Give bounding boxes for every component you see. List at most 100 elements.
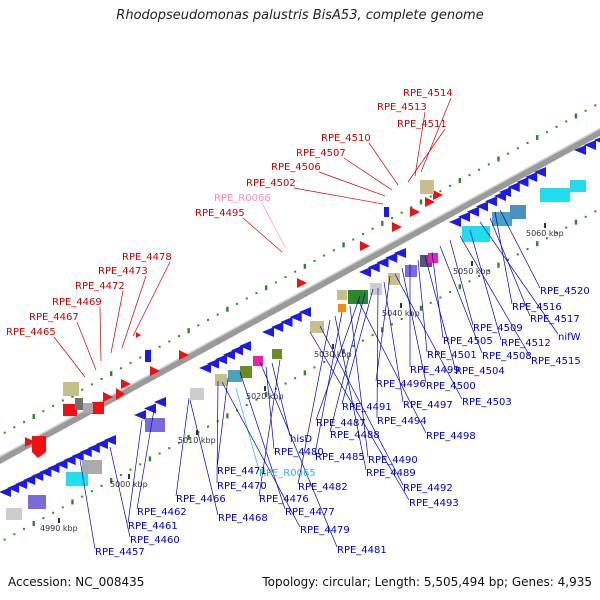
reverse-leader	[489, 217, 531, 317]
gc-dot-inner	[313, 366, 316, 369]
forward-leader	[242, 217, 283, 253]
forward-leader	[99, 306, 102, 362]
reverse-leader	[314, 311, 343, 455]
gc-dot-inner	[536, 241, 539, 247]
forward-gene-label: RPE_4465	[6, 327, 56, 338]
gc-dot-outer	[139, 356, 142, 359]
reverse-gene-label: RPE_4488	[330, 430, 380, 441]
gc-dot-outer	[264, 285, 268, 291]
gc-dot-outer	[236, 302, 239, 305]
gc-dot-outer	[332, 249, 335, 252]
forward-leader	[132, 261, 171, 337]
kbp-tick	[544, 223, 546, 228]
gc-dot-outer	[410, 206, 413, 209]
reverse-leader	[401, 267, 427, 384]
gc-dot-inner	[352, 344, 355, 347]
gene-box	[420, 180, 434, 194]
reverse-gene-label: RPE_4491	[342, 402, 392, 413]
gc-dot-inner	[81, 495, 84, 498]
gc-dot-inner	[148, 456, 152, 462]
gc-dot-inner	[439, 296, 442, 299]
gc-dot-inner	[555, 231, 558, 234]
gc-dot-outer	[478, 168, 481, 171]
reverse-gene-label: RPE_4493	[409, 498, 459, 509]
forward-leader	[53, 336, 86, 378]
gc-dot-outer	[536, 135, 539, 141]
gc-dot-outer	[274, 281, 277, 284]
reverse-gene-label: RPE_4489	[366, 468, 416, 479]
gc-dot-outer	[555, 125, 558, 128]
kbp-tick-label: 5060 kbp	[526, 229, 564, 238]
gc-dot-outer	[468, 174, 471, 177]
gc-dot-outer	[109, 371, 113, 377]
forward-gene-label: RPE_R0066	[214, 193, 271, 204]
reverse-gene-label: RPE_4461	[128, 521, 178, 532]
reverse-gene	[359, 267, 371, 277]
gene-box	[338, 304, 346, 312]
gc-dot-outer	[129, 361, 132, 364]
reverse-gene-label: RPE_4479	[300, 525, 350, 536]
forward-gene	[360, 241, 370, 251]
gc-dot-inner	[323, 361, 326, 364]
reverse-leader	[309, 331, 410, 501]
reverse-leader	[394, 273, 463, 400]
forward-gene-label: RPE_4513	[377, 102, 427, 113]
gene-box	[388, 273, 400, 285]
reverse-gene-label: RPE_4470	[217, 481, 267, 492]
forward-gene-label: RPE_4511	[397, 119, 447, 130]
reverse-gene	[485, 196, 497, 207]
reverse-gene-label: RPE_4499	[410, 365, 460, 376]
reverse-gene-label: RPE_4477	[285, 507, 335, 518]
reverse-gene-label: RPE_4457	[95, 547, 145, 558]
gc-dot-inner	[468, 280, 471, 283]
gc-dot-outer	[497, 156, 500, 162]
reverse-gene	[525, 172, 538, 182]
gc-dot-outer	[313, 259, 316, 262]
gc-dot-inner	[487, 269, 490, 272]
gc-dot-inner	[207, 425, 210, 428]
gc-dot-inner	[516, 253, 519, 256]
accession-text: Accession: NC_008435	[8, 575, 145, 589]
gc-dot-inner	[294, 377, 297, 380]
reverse-gene-label: RPE_4515	[531, 356, 581, 367]
gc-dot-outer	[419, 199, 423, 205]
gc-dot-inner	[429, 301, 432, 304]
gc-dot-inner	[245, 404, 248, 407]
gene-box	[540, 188, 570, 202]
reverse-gene	[394, 248, 406, 258]
gc-dot-outer	[507, 152, 510, 155]
gc-dot-inner	[458, 284, 461, 290]
reverse-gene	[15, 479, 28, 489]
gc-dot-inner	[187, 434, 190, 440]
kbp-tick-label: 5020 kbp	[246, 392, 284, 401]
gc-dot-outer	[158, 345, 161, 348]
reverse-gene-label: RPE_4462	[137, 507, 187, 518]
gc-dot-outer	[61, 399, 64, 402]
gc-dot-outer	[390, 217, 393, 220]
kbp-tick-label: 5030 kbp	[314, 350, 352, 359]
reverse-gene-label: RPE_4509	[473, 323, 523, 334]
gc-dot-outer	[226, 306, 229, 312]
gc-dot-inner	[90, 490, 93, 493]
gene-box	[75, 398, 83, 410]
forward-leader	[293, 187, 384, 205]
reverse-leader	[271, 362, 291, 437]
reverse-gene	[516, 177, 529, 187]
reverse-gene	[47, 463, 60, 473]
gc-dot-inner	[332, 355, 335, 358]
kbp-tick-label: 5040 kbp	[382, 309, 420, 318]
reverse-leader	[109, 446, 131, 538]
forward-gene-label: RPE_4472	[75, 281, 125, 292]
gc-dot-outer	[197, 324, 200, 327]
reverse-leader	[376, 287, 379, 419]
gc-dot-outer	[177, 335, 180, 338]
forward-leader	[343, 157, 393, 191]
reverse-gene	[71, 451, 84, 461]
reverse-gene	[144, 403, 156, 414]
reverse-leader	[439, 245, 483, 354]
forward-gene-label: RPE_4506	[271, 162, 321, 173]
reverse-gene-label: RPE_4490	[368, 455, 418, 466]
reverse-leader	[449, 239, 474, 326]
reverse-leader	[221, 381, 301, 528]
